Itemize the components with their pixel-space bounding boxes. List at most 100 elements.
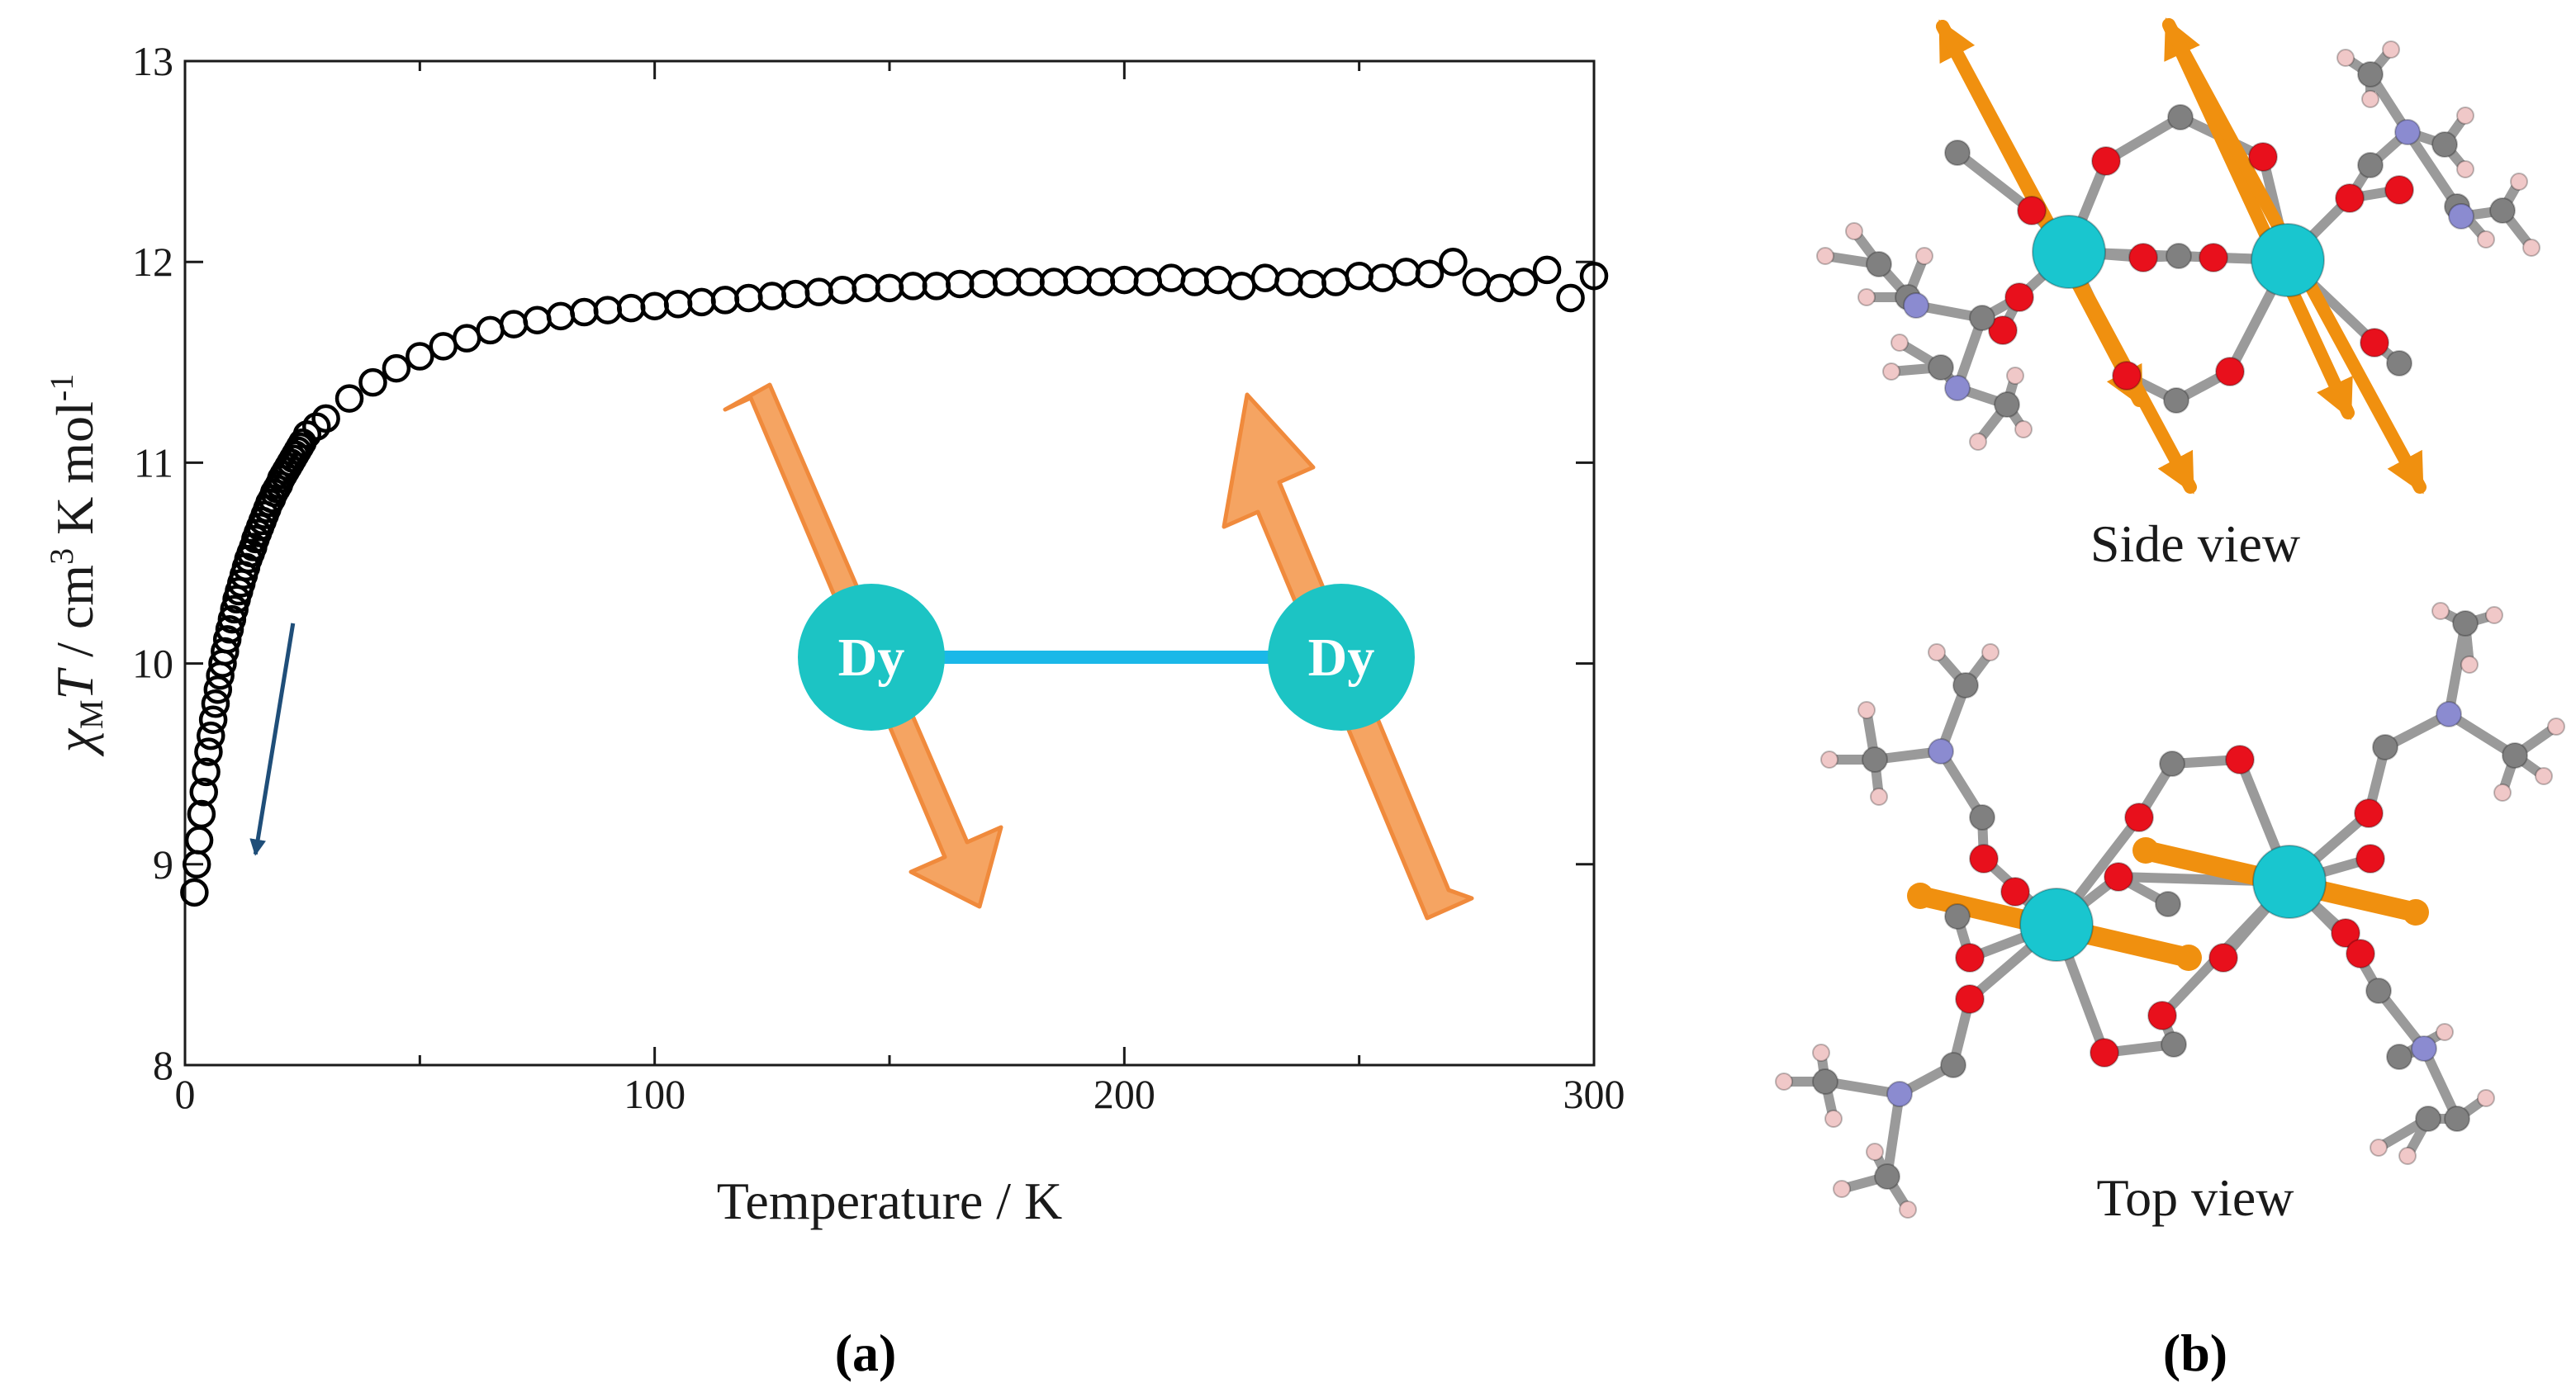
data-point	[198, 705, 228, 734]
top-view-atom-carbon	[1874, 1163, 1900, 1190]
y-tick-label: 11	[134, 439, 173, 485]
data-point	[1509, 268, 1538, 296]
top-view-bond	[2444, 709, 2520, 760]
data-point	[734, 283, 763, 313]
side-view-bond	[1952, 313, 1987, 393]
top-view-atom-hydrogen	[1857, 701, 1876, 719]
data-point	[757, 282, 787, 310]
panel-label-a: (a)	[835, 1324, 897, 1382]
inset-dy-label-right: Dy	[1308, 627, 1375, 688]
data-point	[192, 757, 221, 787]
top-view-atom-oxygen	[2090, 1038, 2119, 1068]
top-view-atom-oxygen	[2000, 877, 2030, 907]
top-view-bond	[1936, 746, 1987, 822]
data-point	[899, 272, 927, 301]
x-tick-label: 200	[1093, 1071, 1155, 1117]
side-view-atom-hydrogen	[2510, 173, 2528, 191]
y-tick-label: 9	[153, 841, 173, 888]
side-view-atom-hydrogen	[1816, 247, 1834, 265]
top-view-atom-oxygen	[2147, 1001, 2177, 1030]
data-point	[452, 324, 482, 353]
data-point	[616, 293, 646, 323]
top-view-moment-tip	[2403, 899, 2429, 926]
data-point	[922, 272, 951, 301]
axis-ticks	[183, 59, 1596, 1067]
data-point	[546, 301, 576, 331]
top-view-atom-carbon	[2452, 610, 2479, 637]
data-point	[640, 291, 669, 320]
data-point	[875, 273, 904, 303]
y-axis-symbol: χ	[45, 727, 104, 757]
side-view-atom-hydrogen	[2361, 90, 2379, 108]
side-view-atom-nitrogen	[1944, 375, 1971, 401]
top-view-atom-hydrogen	[1812, 1044, 1830, 1062]
data-point	[570, 297, 599, 327]
data-point	[804, 277, 833, 306]
side-view-atom-hydrogen	[2456, 107, 2474, 125]
side-view-atom-hydrogen	[1969, 433, 1987, 451]
data-point	[946, 269, 975, 299]
data-point	[1156, 263, 1186, 292]
data-point	[663, 290, 693, 319]
data-point	[429, 332, 458, 361]
top-view-atom-carbon	[1969, 804, 1995, 831]
side-view-atom-dysprosium	[2251, 223, 2325, 297]
side-view-label: Side view	[2090, 514, 2300, 573]
top-view-atom-carbon	[2502, 742, 2528, 769]
top-view-atom-hydrogen	[2460, 656, 2479, 674]
top-view-atom-oxygen	[2225, 745, 2255, 774]
data-point	[1462, 268, 1492, 296]
top-view-atom-dysprosium	[2252, 845, 2327, 919]
side-view-atom-oxygen	[2112, 361, 2142, 391]
top-view-atom-oxygen	[1955, 943, 1985, 973]
data-point	[203, 675, 233, 704]
chart-panel: 0 100 200 300 8 9 10 11 12 13 Dy Dy Temperature /…	[43, 38, 1625, 1382]
data-point	[1345, 261, 1373, 291]
side-view-atom-carbon	[1944, 140, 1971, 166]
side-view-atom-carbon	[2167, 104, 2194, 130]
data-point	[1133, 268, 1163, 296]
side-view-atom-hydrogen	[2456, 160, 2474, 178]
top-view-atom-hydrogen	[2485, 606, 2503, 624]
data-point	[1016, 268, 1045, 296]
top-view-atom-hydrogen	[2370, 1139, 2388, 1157]
data-point	[187, 799, 216, 829]
top-view-atom-oxygen	[2354, 798, 2384, 828]
top-view-atom-hydrogen	[2535, 767, 2553, 785]
data-point	[1039, 268, 1069, 296]
y-tick-label: 8	[153, 1042, 173, 1088]
top-view-atom-hydrogen	[1870, 788, 1888, 806]
side-view-atom-oxygen	[2384, 175, 2414, 205]
side-view-atom-carbon	[2357, 152, 2384, 178]
side-view-atom-oxygen	[2248, 142, 2278, 172]
y-tick-label: 13	[132, 38, 173, 84]
side-view-atom-carbon	[2163, 387, 2189, 414]
data-point	[189, 777, 218, 807]
top-view-atom-oxygen	[2331, 918, 2360, 948]
data-point	[1227, 272, 1256, 301]
data-point	[1579, 261, 1609, 291]
data-point	[476, 315, 505, 345]
side-view-atom-oxygen	[2360, 328, 2389, 358]
side-view-atom-hydrogen	[1890, 334, 1909, 352]
top-view-bond	[1882, 1089, 1905, 1182]
side-view-atom-carbon	[2166, 243, 2192, 269]
data-point	[593, 296, 623, 324]
side-view-atom-hydrogen	[2382, 40, 2400, 59]
top-view-atom-hydrogen	[1820, 751, 1838, 769]
side-view-atom-hydrogen	[1882, 362, 1900, 381]
data-point	[781, 279, 810, 309]
side-view-atom-hydrogen	[1857, 288, 1876, 306]
data-point	[358, 367, 387, 397]
data-point	[852, 273, 880, 303]
side-view-atom-oxygen	[2091, 146, 2121, 176]
top-view-moment-tip	[1907, 883, 1933, 909]
data-point	[334, 384, 364, 413]
data-point	[1321, 268, 1350, 296]
top-view-atoms	[1775, 602, 2565, 1219]
top-view-atom-oxygen	[2104, 862, 2133, 892]
data-point	[969, 269, 998, 299]
top-view-atom-carbon	[2155, 891, 2181, 917]
y-axis-variable: T	[45, 666, 104, 699]
